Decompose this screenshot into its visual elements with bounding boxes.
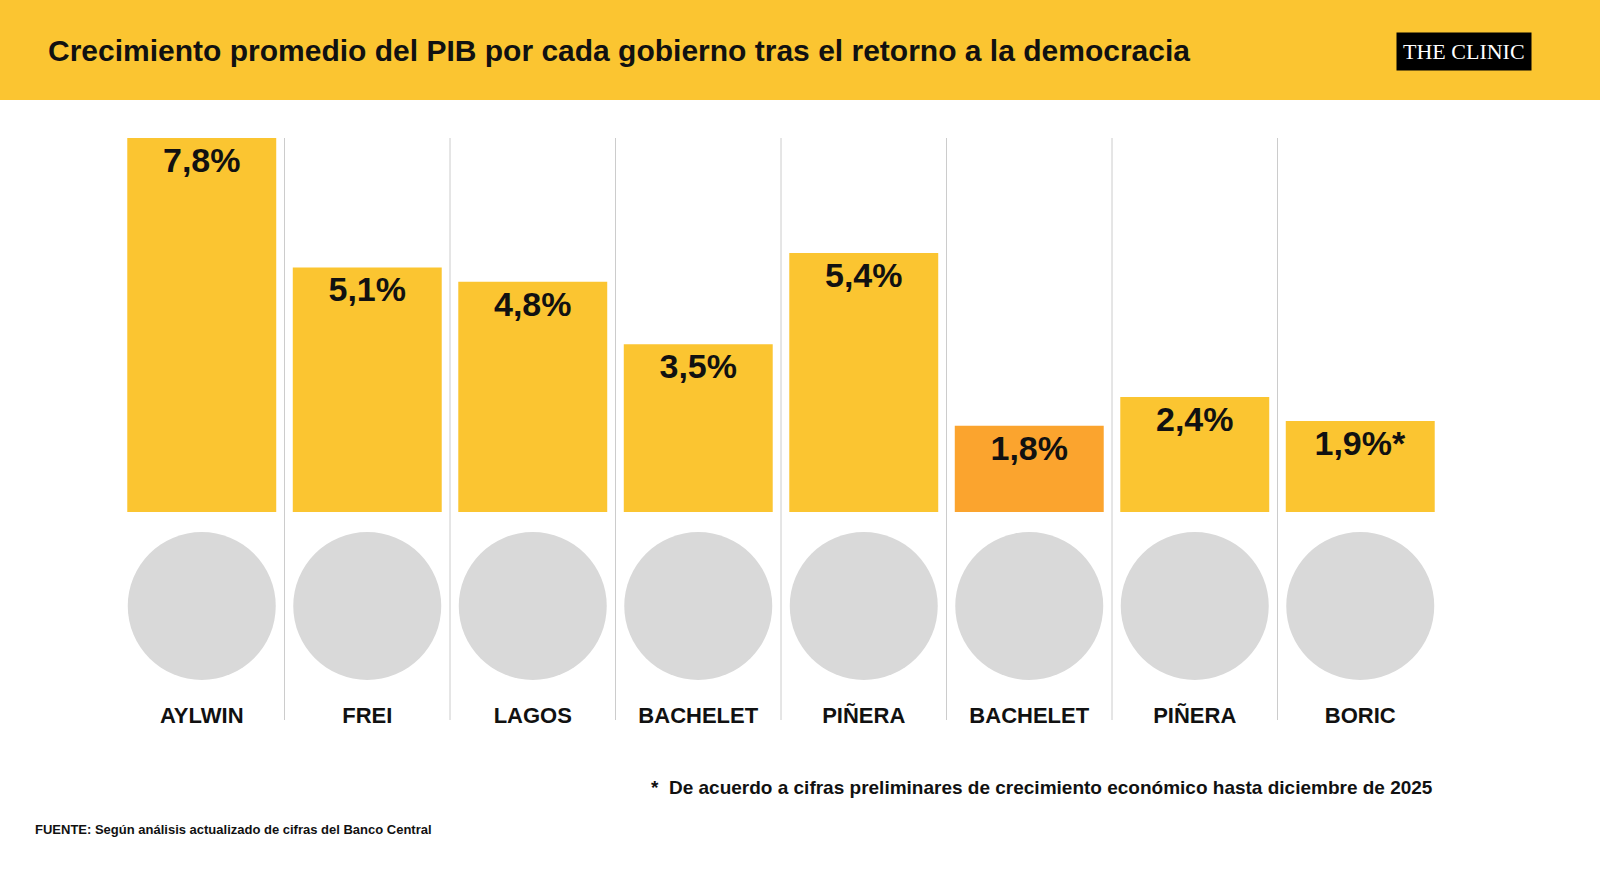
svg-text:PIÑERA: PIÑERA [822, 703, 905, 728]
svg-text:4,8%: 4,8% [494, 285, 572, 323]
svg-text:BACHELET: BACHELET [969, 703, 1089, 728]
svg-text:THE CLINIC: THE CLINIC [1403, 39, 1525, 64]
svg-text:3,5%: 3,5% [660, 347, 738, 385]
svg-text:FREI: FREI [342, 703, 392, 728]
svg-text:BORIC: BORIC [1325, 703, 1396, 728]
svg-text:5,4%: 5,4% [825, 256, 903, 294]
svg-text:BACHELET: BACHELET [638, 703, 758, 728]
svg-text:FUENTE: Según análisis actuali: FUENTE: Según análisis actualizado de ci… [35, 822, 432, 837]
svg-text:2,4%: 2,4% [1156, 400, 1234, 438]
svg-text:* De acuerdo a cifras prelimi: * De acuerdo a cifras preliminares de cr… [651, 777, 1433, 798]
svg-text:Crecimiento promedio del PIB p: Crecimiento promedio del PIB por cada go… [48, 34, 1190, 67]
svg-text:LAGOS: LAGOS [494, 703, 572, 728]
svg-text:PIÑERA: PIÑERA [1153, 703, 1236, 728]
svg-text:5,1%: 5,1% [329, 270, 407, 308]
svg-text:1,9%*: 1,9%* [1315, 424, 1406, 462]
svg-text:AYLWIN: AYLWIN [160, 703, 244, 728]
svg-text:7,8%: 7,8% [163, 141, 241, 179]
svg-text:1,8%: 1,8% [991, 429, 1069, 467]
